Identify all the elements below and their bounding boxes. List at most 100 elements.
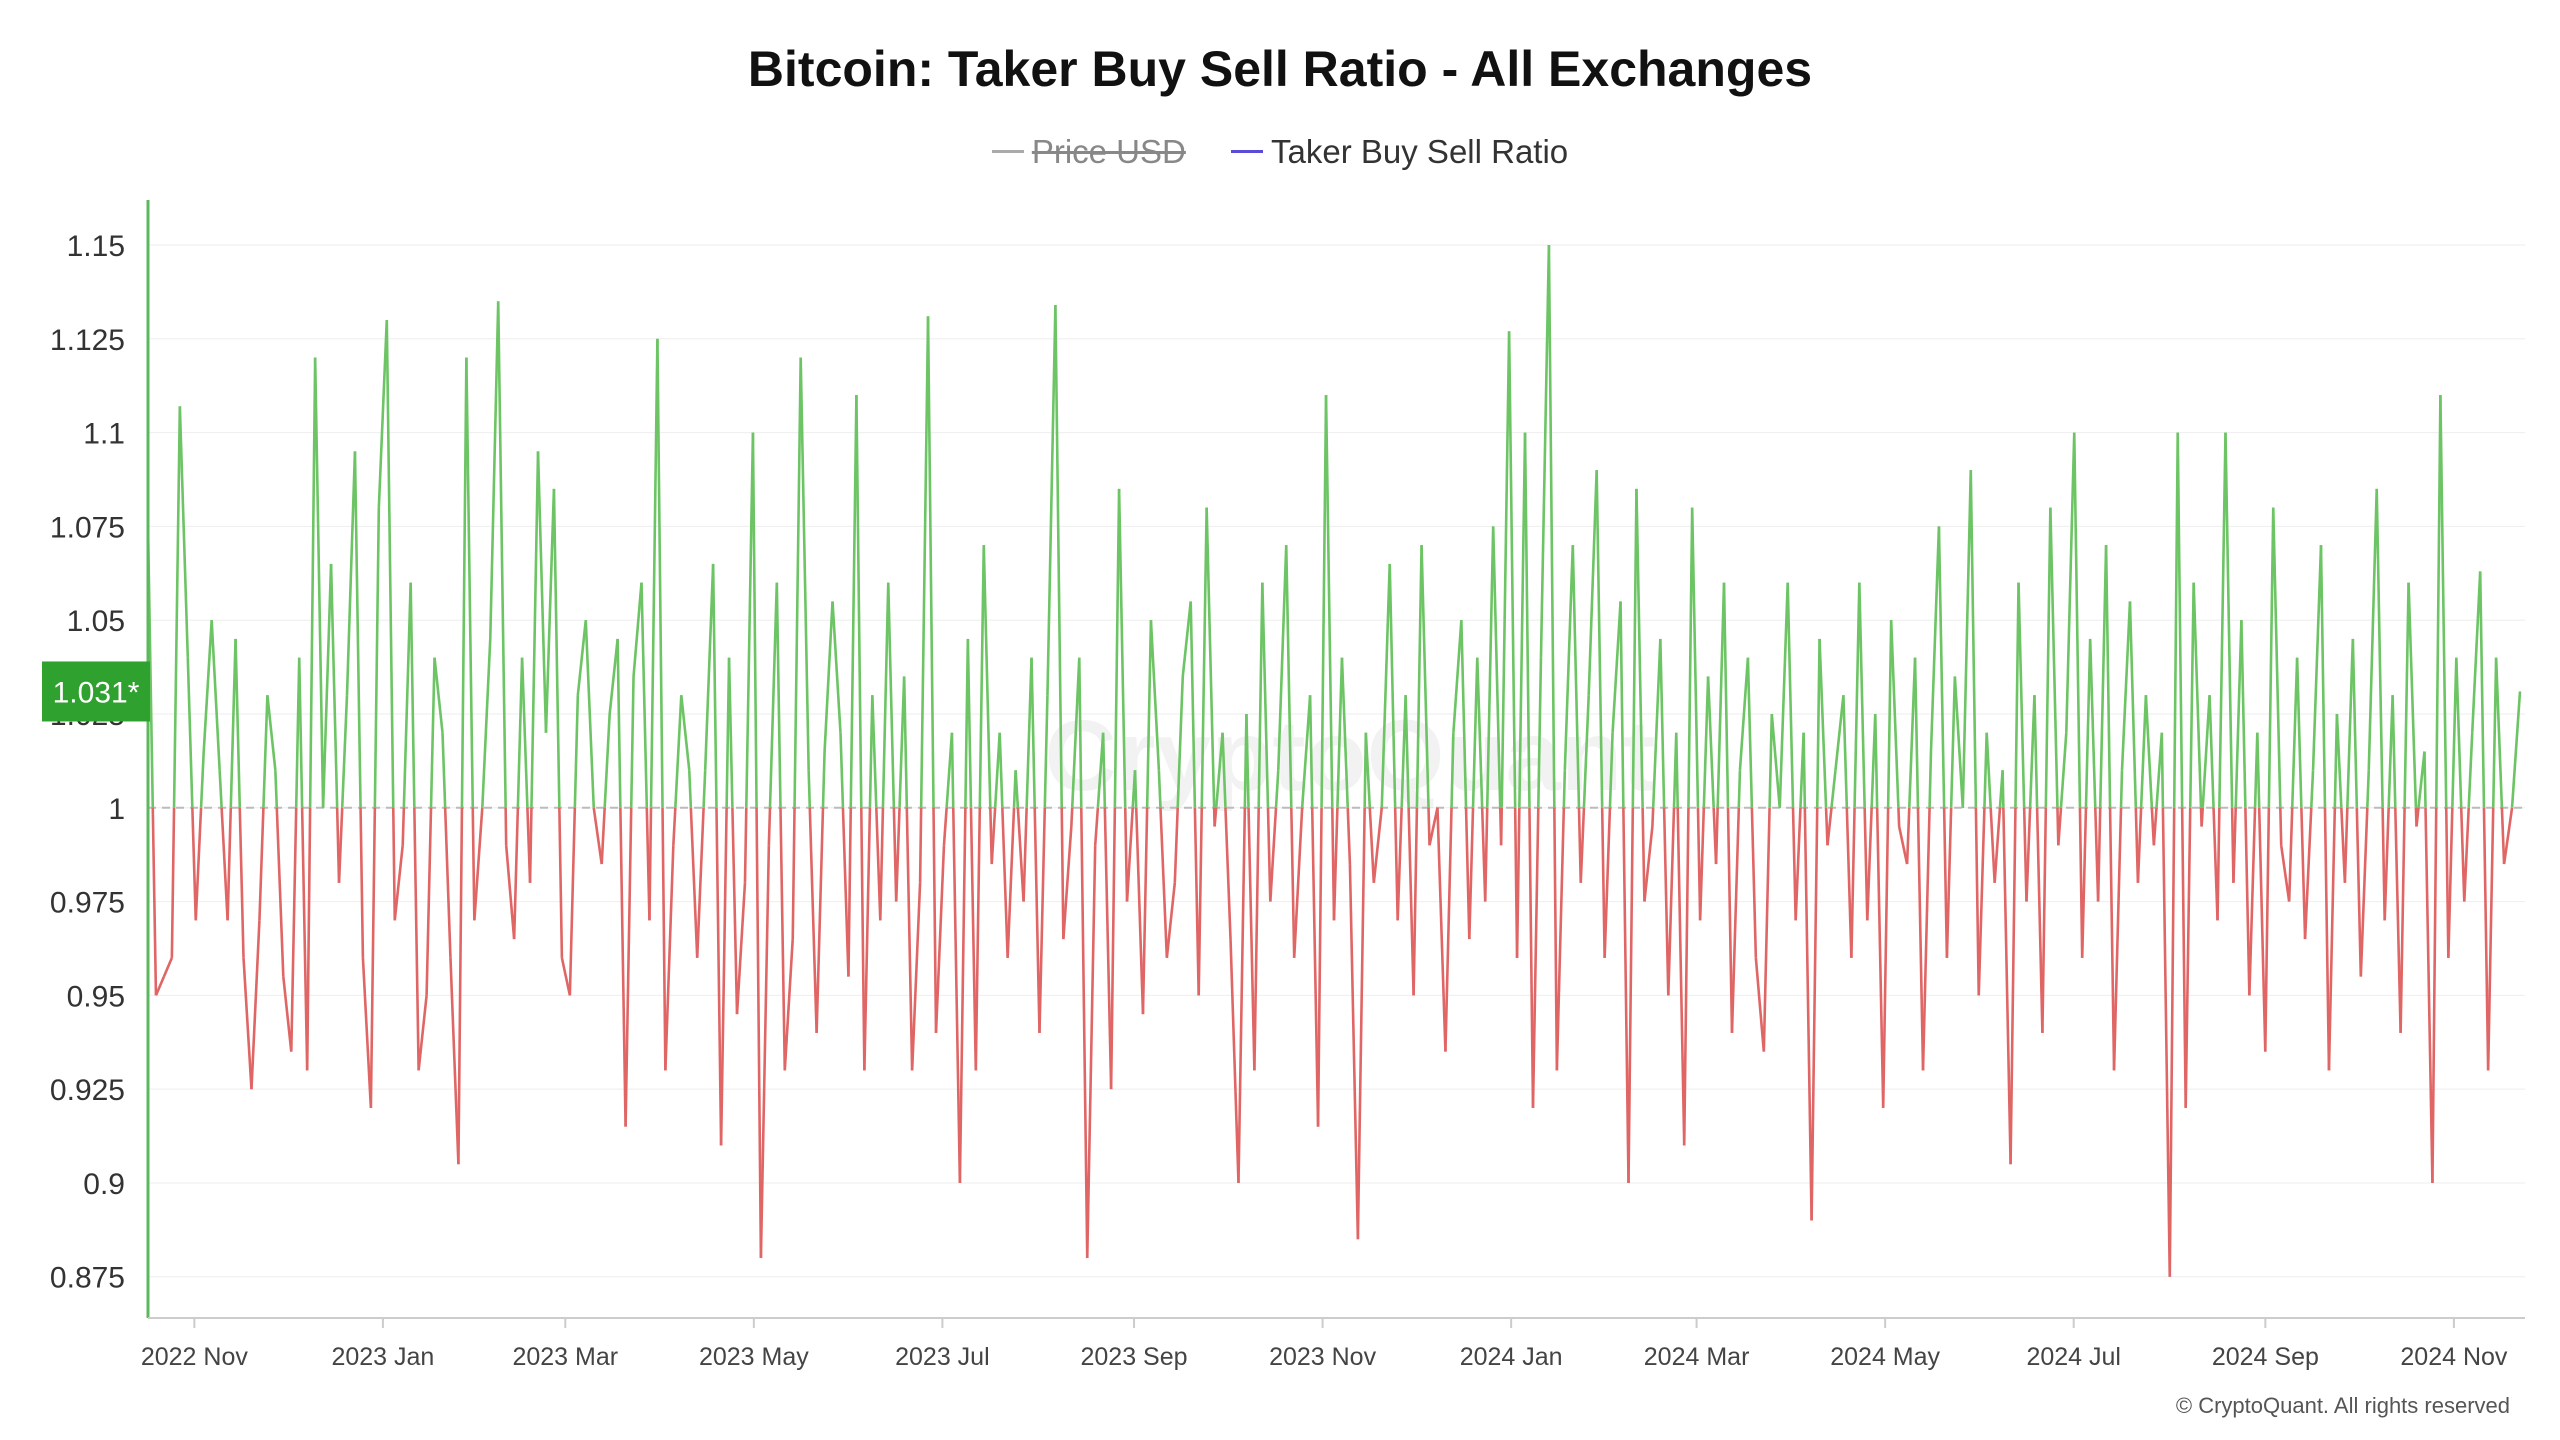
ratio-segment (799, 357, 810, 771)
ratio-segment (361, 957, 373, 1108)
ratio-segment (1016, 807, 1025, 902)
ratio-segment (2383, 807, 2390, 921)
ratio-segment (2423, 751, 2427, 808)
ratio-segment (1794, 807, 1802, 921)
ratio-segment (674, 695, 683, 808)
ratio-segment (2309, 770, 2315, 808)
ratio-segment (1093, 807, 1100, 846)
ratio-segment (942, 807, 948, 846)
ratio-segment (695, 807, 705, 958)
ratio-segment (1873, 713, 1879, 808)
ratio-segment (1810, 807, 1819, 1221)
ratio-segment (2009, 807, 2017, 1165)
ratio-segment (504, 807, 508, 846)
ratio-segment (1165, 882, 1177, 958)
ratio-segment (329, 563, 339, 808)
ratio-segment (576, 620, 588, 696)
ratio-segment (1842, 695, 1849, 808)
ratio-segment (855, 395, 863, 808)
ratio-segment (2403, 582, 2410, 808)
ratio-segment (2300, 807, 2307, 940)
ratio-segment (839, 732, 845, 808)
ratio-segment (1563, 545, 1575, 771)
ratio-segment (199, 751, 206, 808)
ratio-segment (672, 807, 677, 846)
ratio-segment (1269, 807, 1278, 902)
ratio-segment (1109, 807, 1117, 1090)
ratio-segment (2119, 770, 2124, 808)
ratio-segment (1380, 563, 1392, 808)
ratio-segment (2279, 845, 2291, 902)
ratio-segment (471, 807, 476, 921)
ratio-segment (1974, 807, 1981, 996)
ratio-segment (1224, 807, 1232, 940)
legend-item-ratio[interactable]: Taker Buy Sell Ratio (1231, 133, 1568, 171)
y-axis-ticks: 0.8750.90.9250.950.97511.0251.051.0751.1… (50, 230, 125, 1295)
ratio-segment (1033, 807, 1041, 1033)
ratio-segment (1518, 432, 1527, 808)
ratio-segment (516, 657, 524, 808)
ratio-segment (1754, 957, 1766, 1052)
ratio-segment (902, 676, 909, 808)
ratio-segment (910, 882, 922, 1071)
ratio-segment (1937, 526, 1946, 808)
ratio-segment (1716, 582, 1726, 808)
ratio-segment (1737, 770, 1742, 808)
ratio-segment (2366, 770, 2371, 808)
ratio-segment (460, 357, 468, 808)
ratio-segment (2192, 582, 2203, 808)
ratio-segment (2208, 695, 2215, 808)
ratio-segment (2160, 732, 2165, 808)
ratio-segment (1651, 807, 1655, 827)
ratio-segment (719, 807, 728, 1146)
ratio-segment (1746, 657, 1754, 808)
ratio-segment (1213, 807, 1218, 827)
x-axis-ticks: 2022 Nov 2023 Jan 2023 Mar 2023 May 2023 Jul… (141, 1318, 2508, 1371)
ratio-segment (1079, 807, 1089, 1258)
ratio-segment (2439, 395, 2448, 808)
ratio-segment (1499, 807, 1504, 846)
ratio-segment (2391, 695, 2397, 808)
ratio-segment (632, 582, 643, 677)
ratio-segment (1415, 545, 1423, 808)
ratio-segment (783, 939, 795, 1071)
ratio-segment (178, 406, 190, 658)
ratio-segment (1149, 620, 1161, 771)
ratio-segment (1284, 545, 1293, 808)
ratio-segment (2059, 732, 2068, 808)
ratio-segment (1085, 845, 1097, 1258)
ratio-segment (229, 638, 237, 808)
ratio-segment (401, 807, 406, 846)
ratio-segment (1858, 582, 1866, 808)
ratio-segment (2267, 507, 2275, 808)
ratio-segment (2248, 807, 2257, 996)
legend-item-price[interactable]: Price USD (991, 133, 1186, 171)
ratio-segment (1205, 507, 1216, 808)
ratio-segment (1427, 807, 1431, 846)
ratio-segment (2375, 488, 2384, 808)
ratio-segment (1553, 807, 1559, 1071)
ratio-segment (2244, 807, 2251, 996)
ratio-segment (504, 845, 516, 940)
ratio-segment (1483, 807, 1489, 902)
ratio-segment (1308, 695, 1314, 808)
ratio-segment (1292, 807, 1304, 958)
ratio-segment (2424, 807, 2434, 1183)
ratio-segment (321, 563, 333, 808)
ratio-segment (1515, 807, 1521, 958)
ratio-segment (210, 620, 221, 771)
ratio-segment (2491, 657, 2498, 808)
ratio-segment (369, 807, 377, 1108)
ratio-segment (1324, 395, 1334, 808)
ratio-segment (1485, 526, 1495, 808)
ratio-segment (859, 807, 866, 1071)
ratio-segment (1189, 601, 1197, 808)
ratio-segment (2161, 807, 2172, 1277)
ratio-segment (1340, 657, 1350, 808)
ratio-segment (1103, 807, 1113, 1090)
ratio-segment (1070, 807, 1074, 827)
legend-swatch-price (991, 150, 1024, 153)
ratio-segment (2257, 807, 2267, 1052)
ratio-segment (1815, 638, 1821, 808)
ratio-segment (1547, 245, 1556, 808)
